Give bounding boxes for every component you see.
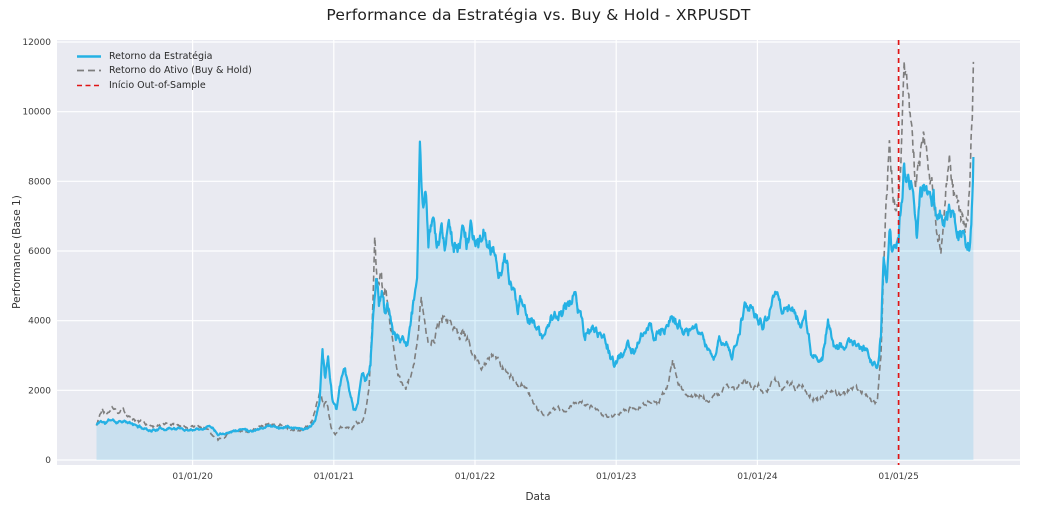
legend-label-buyhold: Retorno do Ativo (Buy & Hold) <box>109 65 252 77</box>
x-tick-label: 01/01/25 <box>878 472 918 482</box>
legend-item-buyhold: Retorno do Ativo (Buy & Hold) <box>76 64 252 79</box>
legend-label-out-of-sample: Início Out-of-Sample <box>109 79 206 91</box>
x-axis-label: Data <box>525 491 551 503</box>
legend-item-out-of-sample: Início Out-of-Sample <box>76 78 252 93</box>
x-tick-label: 01/01/20 <box>172 472 213 482</box>
x-tick-label: 01/01/24 <box>737 472 778 482</box>
legend-label-strategy: Retorno da Estratégia <box>109 50 213 62</box>
y-tick-label: 8000 <box>28 177 51 187</box>
legend-item-strategy: Retorno da Estratégia <box>76 49 252 64</box>
y-tick-label: 2000 <box>28 386 51 396</box>
plot-background <box>57 40 1020 465</box>
x-tick-label: 01/01/22 <box>455 472 495 482</box>
legend: Retorno da Estratégia Retorno do Ativo (… <box>76 49 252 93</box>
chart-title: Performance da Estratégia vs. Buy & Hold… <box>326 6 751 24</box>
y-axis-label: Performance (Base 1) <box>11 195 23 309</box>
strategy-area-fill <box>96 141 974 460</box>
out-of-sample-line-sample-icon <box>77 84 99 87</box>
x-tick-label: 01/01/21 <box>314 472 354 482</box>
x-tick-label: 01/01/23 <box>596 472 636 482</box>
y-tick-label: 10000 <box>22 108 51 118</box>
y-tick-label: 0 <box>45 456 51 466</box>
buyhold-line-sample-icon <box>77 69 101 72</box>
y-tick-label: 6000 <box>28 247 51 257</box>
y-tick-label: 4000 <box>28 317 51 327</box>
strategy-line <box>95 140 975 437</box>
strategy-line-sample-icon <box>77 55 101 58</box>
y-tick-label: 12000 <box>22 38 51 48</box>
